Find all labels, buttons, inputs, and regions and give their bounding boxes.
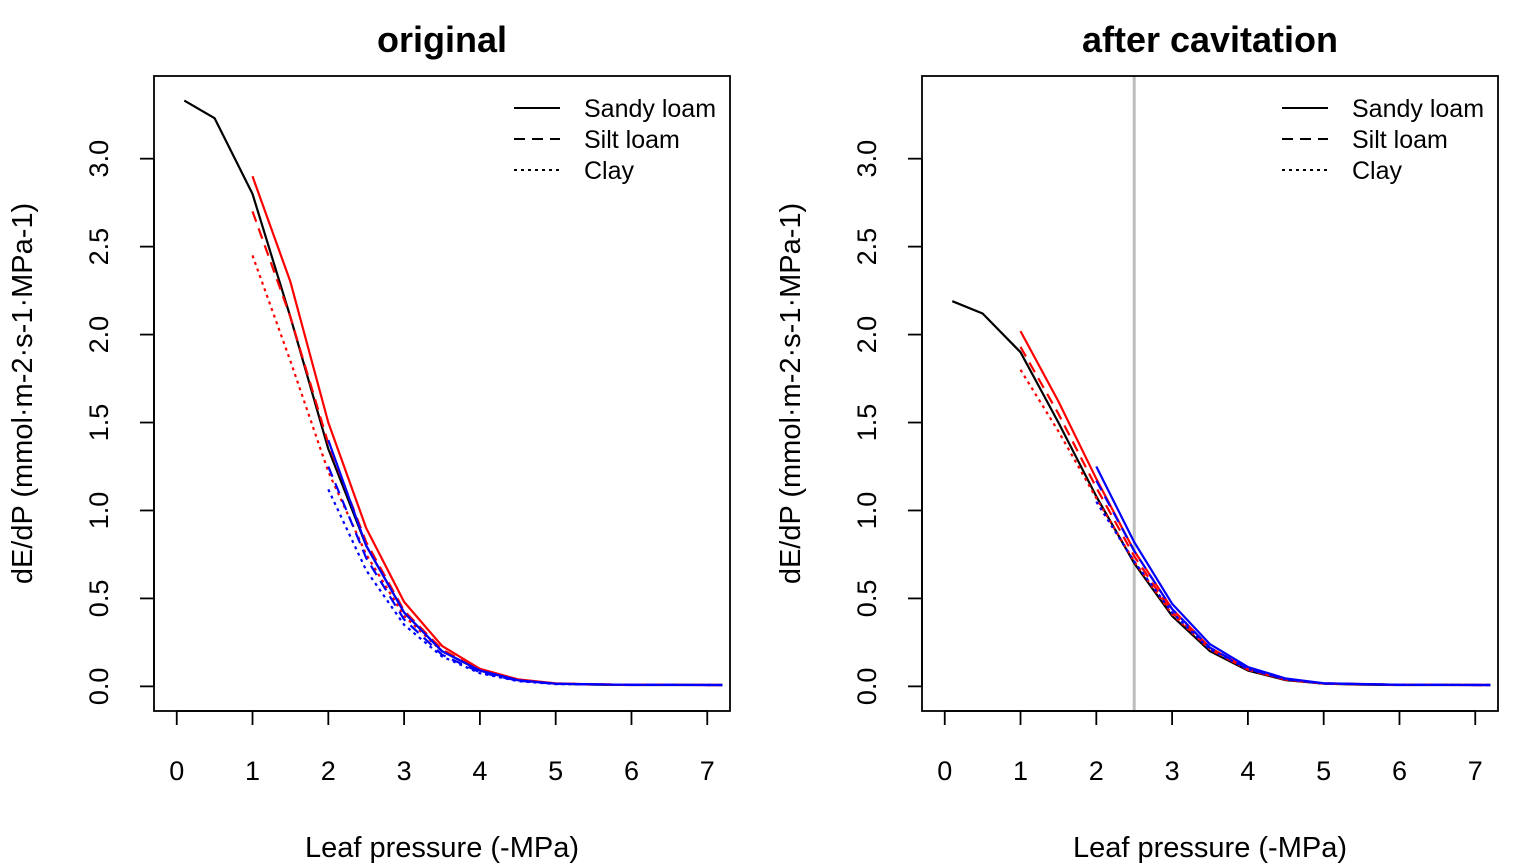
y-axis-label: dE/dP (mmol·m-2·s-1·MPa-1) — [7, 203, 39, 584]
series-line-6 — [1095, 480, 1491, 687]
x-tick-label: 0 — [937, 756, 952, 786]
series-line-3 — [251, 211, 723, 687]
legend: Sandy loam Silt loam Clay — [1282, 95, 1484, 185]
plot-frame — [921, 75, 1499, 712]
y-tick-label: 1.0 — [84, 492, 114, 530]
legend-label: Sandy loam — [1352, 95, 1484, 123]
y-tick-label: 3.0 — [852, 140, 882, 178]
series-line-5 — [1095, 466, 1491, 687]
x-tick-label: 4 — [472, 756, 487, 786]
series-line-4 — [1019, 369, 1491, 687]
y-tick-label: 0.0 — [852, 668, 882, 706]
legend-label: Sandy loam — [584, 95, 716, 123]
series-line-3 — [1019, 346, 1491, 687]
legend-label: Clay — [584, 157, 635, 185]
legend: Sandy loam Silt loam Clay — [514, 95, 716, 185]
series-line-7 — [327, 488, 723, 687]
legend-label: Clay — [1352, 157, 1403, 185]
chart-panel-1: original 0 1 2 3 4 5 6 7 Leaf pressure (-MPa) 0.0 0… — [7, 19, 731, 864]
series-line-5 — [327, 439, 723, 687]
x-tick-label: 4 — [1240, 756, 1255, 786]
chart-panel-2: after cavitation 0 1 2 3 4 5 6 7 Leaf pressure (-… — [775, 19, 1499, 864]
y-tick-label: 0.0 — [84, 668, 114, 706]
y-tick-label: 0.5 — [84, 580, 114, 618]
x-tick-label: 3 — [1165, 756, 1180, 786]
y-tick-label: 2.0 — [84, 316, 114, 354]
x-tick-label: 1 — [245, 756, 260, 786]
chart-title: after cavitation — [1082, 19, 1338, 60]
legend-label: Silt loam — [1352, 126, 1448, 154]
x-tick-label: 7 — [1468, 756, 1483, 786]
y-tick-label: 1.5 — [852, 404, 882, 442]
series-line-1 — [951, 300, 1491, 687]
x-tick-label: 6 — [1392, 756, 1407, 786]
y-axis-label: dE/dP (mmol·m-2·s-1·MPa-1) — [775, 203, 807, 584]
y-tick-label: 1.0 — [852, 492, 882, 530]
chart-title: original — [377, 19, 507, 60]
y-tick-label: 1.5 — [84, 404, 114, 442]
x-tick-label: 2 — [321, 756, 336, 786]
y-tick-label: 0.5 — [852, 580, 882, 618]
x-tick-label: 6 — [624, 756, 639, 786]
series-line-7 — [1095, 501, 1491, 687]
x-tick-label: 3 — [397, 756, 412, 786]
x-tick-label: 5 — [548, 756, 563, 786]
y-tick-label: 2.0 — [852, 316, 882, 354]
y-tick-label: 2.5 — [84, 228, 114, 266]
x-axis-label: Leaf pressure (-MPa) — [1073, 832, 1347, 864]
series-line-1 — [183, 99, 723, 687]
x-axis-label: Leaf pressure (-MPa) — [305, 832, 579, 864]
x-tick-label: 5 — [1316, 756, 1331, 786]
y-tick-label: 3.0 — [84, 140, 114, 178]
x-tick-label: 1 — [1013, 756, 1028, 786]
legend-label: Silt loam — [584, 126, 680, 154]
series-line-2 — [1019, 330, 1491, 687]
x-tick-label: 2 — [1089, 756, 1104, 786]
series-line-4 — [251, 255, 723, 687]
x-tick-label: 7 — [700, 756, 715, 786]
y-tick-label: 2.5 — [852, 228, 882, 266]
x-tick-label: 0 — [169, 756, 184, 786]
series-line-6 — [327, 466, 723, 687]
